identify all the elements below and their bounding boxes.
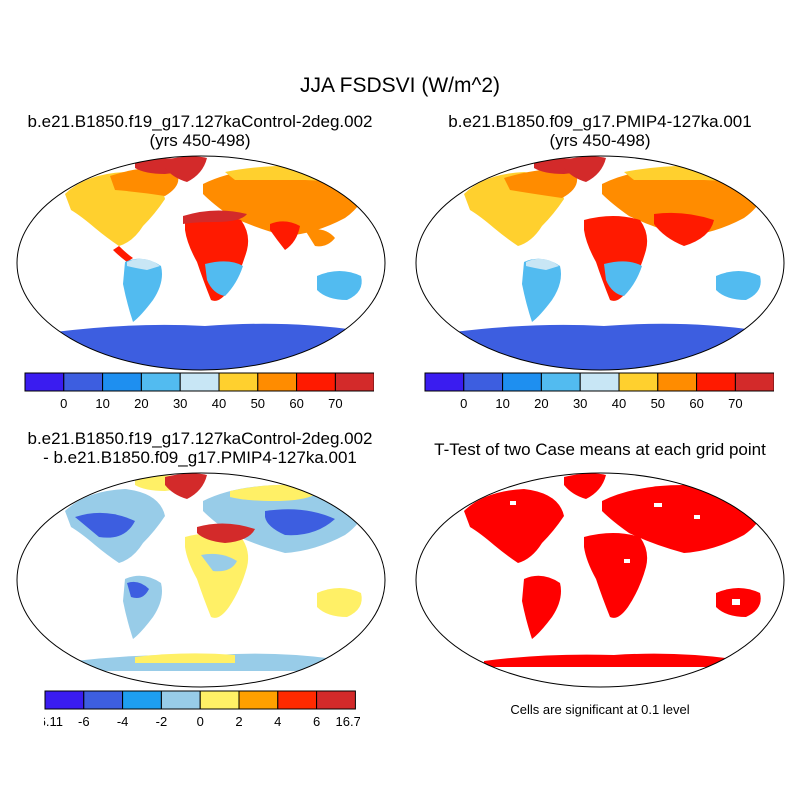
colorbar-box bbox=[334, 372, 374, 392]
africa bbox=[584, 533, 648, 618]
colorbar-box bbox=[424, 372, 465, 392]
colorbar-label: -16.11 bbox=[44, 714, 63, 729]
colorbar-label: 30 bbox=[173, 396, 187, 411]
colorbar-box bbox=[316, 690, 356, 710]
panel-2-title: b.e21.B1850.f09_g17.PMIP4-127ka.001 (yrs… bbox=[400, 112, 800, 150]
colorbar-box bbox=[160, 690, 201, 710]
colorbar-label: 0 bbox=[460, 396, 467, 411]
colorbar-pmip4: 0 10 20 30 40 50 60 70 bbox=[424, 372, 774, 411]
colorbar-label: 16.718 bbox=[336, 714, 360, 729]
colorbar-box bbox=[218, 372, 259, 392]
map-ttest bbox=[415, 472, 785, 688]
map-pmip4 bbox=[415, 155, 785, 371]
colorbar-box bbox=[238, 690, 279, 710]
colorbar-label: -2 bbox=[156, 714, 168, 729]
colorbar-label: 30 bbox=[573, 396, 587, 411]
australia bbox=[317, 588, 362, 617]
panel-4-title: T-Test of two Case means at each grid po… bbox=[400, 440, 800, 459]
colorbar-box bbox=[199, 690, 240, 710]
colorbar-label: 20 bbox=[134, 396, 148, 411]
colorbar-label: 6 bbox=[313, 714, 320, 729]
africa bbox=[185, 533, 249, 618]
colorbar-difference: -16.11 -6 -4 -2 0 2 4 6 16.718 bbox=[44, 690, 360, 729]
colorbar-label: 50 bbox=[251, 396, 265, 411]
colorbar-label: 60 bbox=[689, 396, 703, 411]
colorbar-label: 40 bbox=[612, 396, 626, 411]
panel-4-title-line1: T-Test of two Case means at each grid po… bbox=[434, 440, 766, 459]
panel-1-title-line2: (yrs 450-498) bbox=[149, 131, 251, 150]
map-control bbox=[16, 155, 386, 371]
colorbar-box bbox=[44, 690, 85, 710]
panel-2-title-line1: b.e21.B1850.f09_g17.PMIP4-127ka.001 bbox=[448, 112, 752, 131]
australia bbox=[716, 271, 761, 300]
south-america bbox=[522, 575, 561, 639]
colorbar-label: 60 bbox=[289, 396, 303, 411]
significance-note: Cells are significant at 0.1 level bbox=[510, 702, 690, 717]
colorbar-box bbox=[463, 372, 504, 392]
colorbar-label: 50 bbox=[651, 396, 665, 411]
panel-3-title-line2: - b.e21.B1850.f09_g17.PMIP4-127ka.001 bbox=[43, 448, 357, 467]
colorbar-label: 4 bbox=[274, 714, 281, 729]
colorbar-box bbox=[296, 372, 336, 392]
colorbar-box bbox=[24, 372, 65, 392]
colorbar-box bbox=[696, 372, 736, 392]
colorbar-box bbox=[502, 372, 542, 392]
map-difference bbox=[16, 472, 386, 688]
panel-1-title-line1: b.e21.B1850.f19_g17.127kaControl-2deg.00… bbox=[27, 112, 373, 131]
colorbar-label: 20 bbox=[534, 396, 548, 411]
colorbar-box bbox=[579, 372, 620, 392]
colorbar-box bbox=[257, 372, 298, 392]
antarctica bbox=[17, 323, 385, 370]
colorbar-label: 70 bbox=[728, 396, 742, 411]
colorbar-label: 10 bbox=[495, 396, 509, 411]
south-america bbox=[123, 258, 162, 322]
colorbar-label: 10 bbox=[95, 396, 109, 411]
colorbar-box bbox=[734, 372, 774, 392]
colorbar-box bbox=[657, 372, 698, 392]
colorbar-box bbox=[63, 372, 104, 392]
colorbar-box bbox=[102, 372, 142, 392]
greenland bbox=[165, 156, 207, 182]
panel-1-title: b.e21.B1850.f19_g17.127kaControl-2deg.00… bbox=[0, 112, 400, 150]
colorbar-label: 40 bbox=[212, 396, 226, 411]
greenland bbox=[165, 473, 207, 499]
colorbar-label: 2 bbox=[235, 714, 242, 729]
colorbar-box bbox=[179, 372, 220, 392]
north-america bbox=[464, 489, 564, 563]
colorbar-box bbox=[540, 372, 581, 392]
colorbar-label: 0 bbox=[60, 396, 67, 411]
colorbar-label: -6 bbox=[78, 714, 90, 729]
greenland bbox=[564, 473, 606, 499]
colorbar-box bbox=[83, 690, 124, 710]
panel-3-title: b.e21.B1850.f19_g17.127kaControl-2deg.00… bbox=[0, 429, 400, 467]
greenland bbox=[564, 156, 606, 182]
colorbar-label: -4 bbox=[117, 714, 129, 729]
australia bbox=[317, 271, 362, 300]
south-america bbox=[522, 258, 561, 322]
panel-3-title-line1: b.e21.B1850.f19_g17.127kaControl-2deg.00… bbox=[27, 429, 373, 448]
colorbar-box bbox=[140, 372, 181, 392]
colorbar-label: 70 bbox=[328, 396, 342, 411]
colorbar-control: 0 10 20 30 40 50 60 70 bbox=[24, 372, 374, 411]
antarctica bbox=[416, 323, 784, 370]
antarctica bbox=[484, 653, 734, 667]
colorbar-label: 0 bbox=[197, 714, 204, 729]
colorbar-box bbox=[122, 690, 162, 710]
main-title: JJA FSDSVI (W/m^2) bbox=[299, 74, 501, 97]
panel-2-title-line2: (yrs 450-498) bbox=[549, 131, 651, 150]
colorbar-box bbox=[618, 372, 659, 392]
colorbar-box bbox=[277, 690, 318, 710]
